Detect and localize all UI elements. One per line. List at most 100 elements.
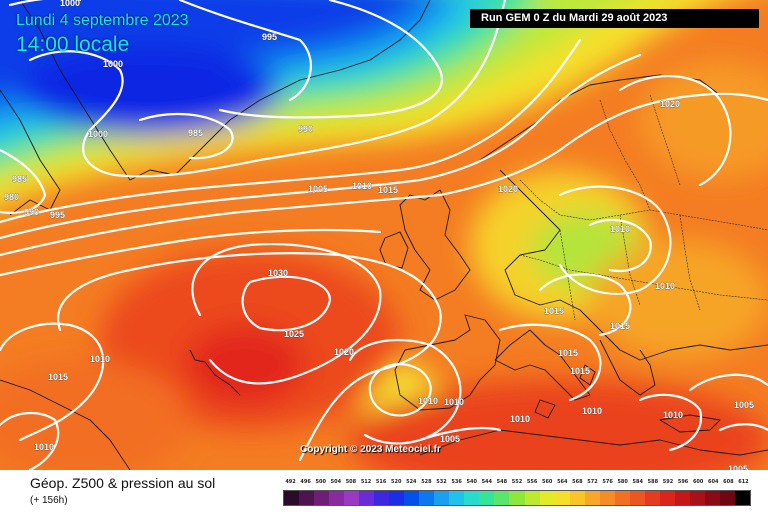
isobar-label: 1015 xyxy=(378,185,398,195)
pressure-geopotential-map: 1000 995 1000 985 990 985 980 990 995 10… xyxy=(0,0,768,470)
scale-swatch xyxy=(734,491,750,505)
scale-tick-label: 500 xyxy=(315,479,326,485)
scale-swatch xyxy=(344,491,360,505)
isobar-label: 1010 xyxy=(610,224,630,234)
scale-tick-label: 528 xyxy=(421,479,432,485)
scale-tick-label: 576 xyxy=(602,479,613,485)
isobar-label: 995 xyxy=(50,210,65,220)
scale-tick-label: 520 xyxy=(391,479,402,485)
copyright-notice: Copyright © 2023 Meteociel.fr xyxy=(300,444,441,455)
isobar-label: 985 xyxy=(12,174,27,184)
scale-swatch xyxy=(689,491,705,505)
scale-swatch xyxy=(569,491,585,505)
isobar-label: 1015 xyxy=(570,366,590,376)
isobar-label: 995 xyxy=(262,32,277,42)
isobar-label: 1010 xyxy=(90,354,110,364)
forecast-lead-time: (+ 156h) xyxy=(30,495,68,506)
isobar-label: 1015 xyxy=(610,321,630,331)
scale-tick-label: 604 xyxy=(708,479,719,485)
scale-swatch xyxy=(524,491,540,505)
scale-tick-label: 504 xyxy=(330,479,342,485)
scale-swatch xyxy=(719,491,735,505)
scale-tick-label: 532 xyxy=(436,479,447,485)
scale-swatch xyxy=(419,491,435,505)
scale-swatch xyxy=(614,491,630,505)
scale-swatch xyxy=(314,491,330,505)
scale-swatch xyxy=(434,491,450,505)
scale-tick-label: 516 xyxy=(375,479,387,485)
scale-swatch xyxy=(644,491,660,505)
isobar-label: 990 xyxy=(298,124,313,134)
scale-tick-label: 584 xyxy=(632,479,643,485)
forecast-date: Lundi 4 septembre 2023 xyxy=(16,12,189,29)
isobar-label: 1020 xyxy=(334,347,354,357)
scale-tick-label: 580 xyxy=(617,479,628,485)
scale-swatch xyxy=(299,491,315,505)
scale-swatch xyxy=(674,491,690,505)
scale-swatch xyxy=(509,491,525,505)
scale-swatch xyxy=(359,491,375,505)
isobar-label: 1020 xyxy=(660,99,680,109)
scale-tick-label: 596 xyxy=(677,479,689,485)
scale-swatch xyxy=(704,491,720,505)
scale-tick-label: 588 xyxy=(647,479,659,485)
forecast-time: 14:00 locale xyxy=(16,33,130,56)
scale-swatch xyxy=(554,491,570,505)
isobar-labels: 1000 995 1000 985 990 985 980 990 995 10… xyxy=(4,0,755,470)
scale-tick-label: 568 xyxy=(572,479,583,485)
isobar-label: 1000 xyxy=(88,129,108,139)
isobar-label: 1010 xyxy=(352,181,372,191)
isobar-label: 980 xyxy=(4,192,19,202)
scale-tick-label: 540 xyxy=(466,479,477,485)
scale-swatch xyxy=(464,491,480,505)
isobar-label: 985 xyxy=(188,128,203,138)
scale-tick-label: 496 xyxy=(300,479,311,485)
color-scale-labels: 492 496 500 504 508 512 516 520 524 528 532 536 540 5… xyxy=(283,479,751,489)
model-run-label: Run GEM 0 Z du Mardi 29 août 2023 xyxy=(470,9,759,28)
scale-tick-label: 492 xyxy=(285,479,296,485)
isobar-label: 1010 xyxy=(655,281,675,291)
isobar-label: 1010 xyxy=(582,406,602,416)
isobar-label: 1020 xyxy=(498,184,518,194)
isobar-label: 1015 xyxy=(558,348,578,358)
isobar-label: 1025 xyxy=(284,329,304,339)
scale-tick-label: 560 xyxy=(541,479,553,485)
scale-swatch xyxy=(449,491,465,505)
map-title: Géop. Z500 & pression au sol xyxy=(30,475,216,491)
scale-swatch xyxy=(374,491,390,505)
scale-tick-label: 508 xyxy=(345,479,357,485)
isobar-label: 1015 xyxy=(544,306,564,316)
scale-tick-label: 592 xyxy=(662,479,674,485)
isobar-lines xyxy=(0,0,768,470)
scale-swatch xyxy=(494,491,510,505)
scale-tick-label: 612 xyxy=(738,479,749,485)
isobar-label: 1010 xyxy=(510,414,530,424)
isobar-label: 1010 xyxy=(418,396,438,406)
scale-tick-label: 536 xyxy=(451,479,462,485)
isobar-label: 1000 xyxy=(60,0,80,8)
isobar-label: 1005 xyxy=(440,434,460,444)
scale-tick-label: 600 xyxy=(692,479,704,485)
scale-tick-label: 608 xyxy=(723,479,734,485)
scale-tick-label: 544 xyxy=(481,479,493,485)
isobar-label: 1010 xyxy=(663,410,683,420)
scale-tick-label: 552 xyxy=(511,479,523,485)
isobar-label: 990 xyxy=(24,207,39,217)
scale-swatch xyxy=(284,491,300,505)
isobar-label: 1005 xyxy=(728,464,748,470)
scale-tick-label: 556 xyxy=(526,479,538,485)
coastlines xyxy=(0,0,768,470)
scale-swatch xyxy=(599,491,615,505)
scale-swatch xyxy=(659,491,675,505)
scale-tick-label: 524 xyxy=(406,479,417,485)
isobar-label: 1005 xyxy=(734,400,754,410)
scale-swatch xyxy=(539,491,555,505)
isobar-label: 1010 xyxy=(34,442,54,452)
scale-swatch xyxy=(404,491,420,505)
isobar-label: 1030 xyxy=(268,268,288,278)
map-legend-footer: Géop. Z500 & pression au sol (+ 156h) 49… xyxy=(0,470,768,512)
isobar-label: 1010 xyxy=(444,397,464,407)
z500-color-field xyxy=(0,0,768,470)
scale-swatch xyxy=(329,491,345,505)
